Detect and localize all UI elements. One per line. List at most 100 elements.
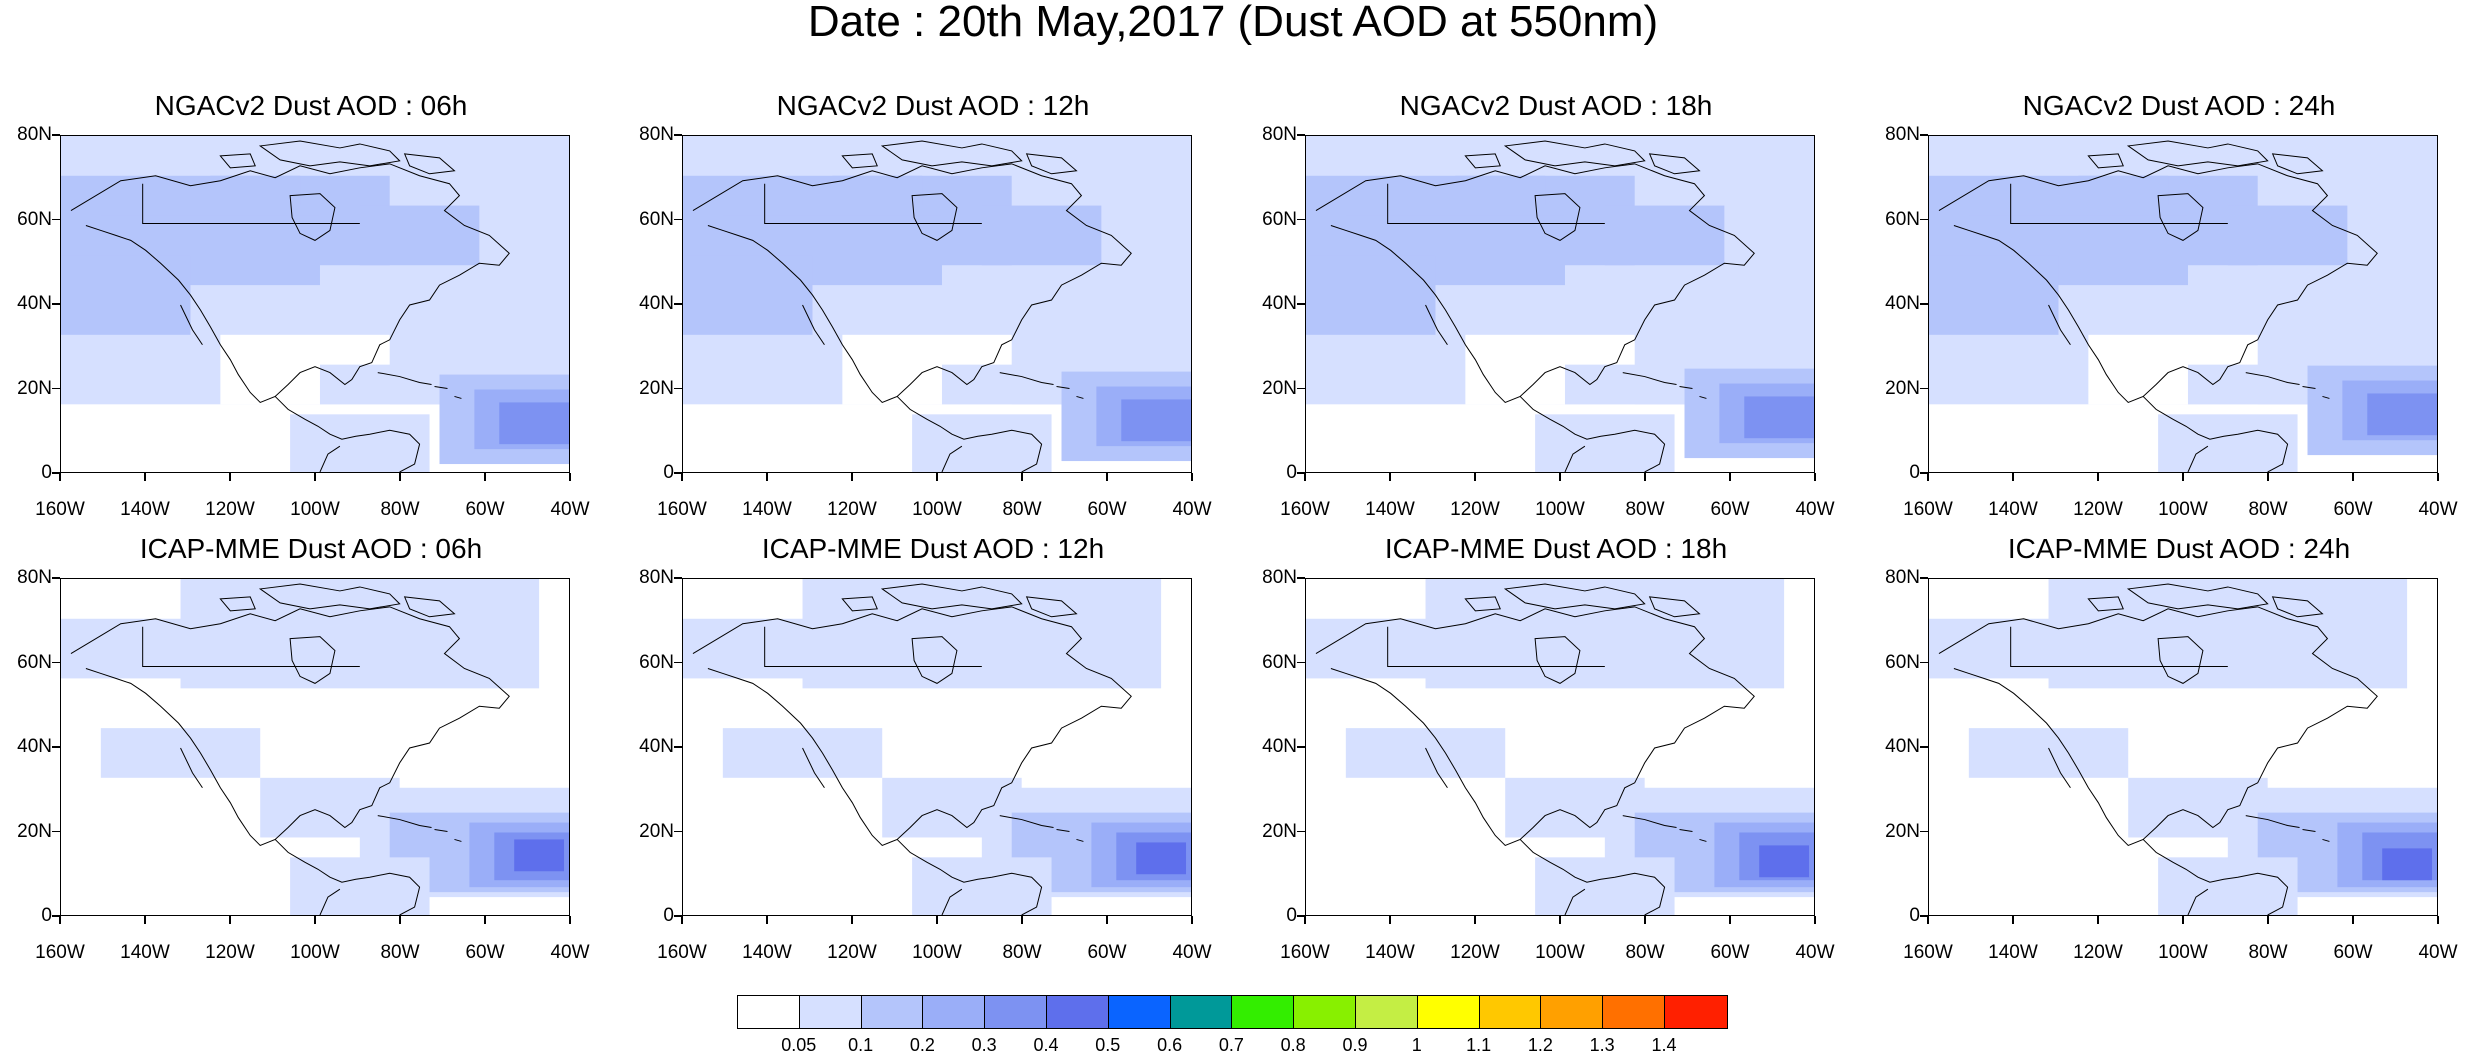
y-tick-label: 40N bbox=[1262, 736, 1297, 757]
aod-shading-cell bbox=[210, 175, 301, 206]
coastline bbox=[434, 386, 448, 389]
x-tick-mark bbox=[1644, 916, 1646, 924]
coastline bbox=[1076, 838, 1084, 842]
colorbar-box bbox=[1417, 996, 1480, 1028]
x-tick-mark bbox=[851, 473, 853, 481]
map-panel: ICAP-MME Dust AOD : 12h 80N 60N 40N 20N 0 160W… bbox=[622, 443, 1244, 963]
aod-shading-cell bbox=[1929, 404, 2179, 472]
coastline bbox=[2187, 888, 2209, 915]
x-tick-mark bbox=[314, 473, 316, 481]
aod-shading-cell bbox=[941, 364, 1062, 405]
aod-shading-cell bbox=[61, 618, 201, 679]
x-tick-label: 80W bbox=[1625, 942, 1665, 963]
x-tick-mark bbox=[2182, 473, 2184, 481]
dust-aod-map bbox=[683, 136, 1191, 472]
coastline bbox=[1315, 606, 1755, 846]
coastline bbox=[2271, 596, 2324, 618]
aod-shading-cell bbox=[1345, 728, 1506, 778]
x-tick-mark bbox=[484, 473, 486, 481]
x-tick-mark bbox=[2012, 473, 2014, 481]
coastline bbox=[319, 445, 341, 472]
y-tick-mark bbox=[1920, 134, 1928, 136]
aod-shading-cell bbox=[683, 136, 1191, 181]
coastline bbox=[692, 163, 1132, 403]
map-plot-area bbox=[1305, 578, 1815, 916]
y-tick-mark bbox=[52, 915, 60, 917]
coastline bbox=[896, 839, 1043, 915]
coastline bbox=[219, 153, 256, 169]
x-tick-label: 160W bbox=[35, 942, 85, 963]
coastline bbox=[1315, 163, 1755, 403]
x-tick-mark bbox=[2182, 916, 2184, 924]
coastline bbox=[2142, 396, 2289, 472]
x-tick-label: 100W bbox=[290, 499, 340, 520]
y-tick-label: 60N bbox=[1262, 208, 1297, 230]
x-tick-label: 80W bbox=[380, 499, 420, 520]
map-plot-area bbox=[682, 135, 1192, 473]
coastline bbox=[454, 838, 462, 842]
y-tick-label: 40N bbox=[17, 293, 52, 314]
coastline bbox=[319, 888, 341, 915]
x-tick-label: 60W bbox=[1087, 942, 1127, 963]
y-tick-label: 0 bbox=[41, 462, 52, 483]
coastline bbox=[1699, 838, 1707, 842]
y-tick-label: 0 bbox=[1286, 462, 1297, 483]
x-tick-label: 100W bbox=[2158, 942, 2208, 963]
x-tick-label: 120W bbox=[2073, 942, 2123, 963]
x-tick-mark bbox=[1389, 916, 1391, 924]
coastline bbox=[1425, 747, 1448, 789]
map-panel: ICAP-MME Dust AOD : 06h 80N 60N 40N 20N 0 160W… bbox=[0, 443, 622, 963]
coastline bbox=[1679, 829, 1693, 832]
x-tick-mark bbox=[2097, 916, 2099, 924]
x-tick-mark bbox=[681, 473, 683, 481]
y-tick-mark bbox=[52, 577, 60, 579]
figure-title: Date : 20th May,2017 (Dust AOD at 550nm) bbox=[807, 0, 1659, 46]
panel-title: NGACv2 Dust AOD : 18h bbox=[1399, 90, 1713, 121]
y-tick-mark bbox=[1297, 830, 1305, 833]
y-tick-mark bbox=[1297, 387, 1305, 390]
x-tick-mark bbox=[2437, 916, 2439, 924]
coastline bbox=[1699, 395, 1707, 399]
y-tick-label: 0 bbox=[1909, 905, 1920, 926]
y-tick-label: 0 bbox=[1286, 905, 1297, 926]
y-tick-label: 20N bbox=[639, 377, 674, 399]
coastline bbox=[274, 839, 421, 915]
x-tick-label: 140W bbox=[1988, 499, 2038, 520]
x-tick-mark bbox=[2352, 916, 2354, 924]
y-tick-label: 0 bbox=[1909, 462, 1920, 483]
x-tick-mark bbox=[144, 473, 146, 481]
x-tick-mark bbox=[399, 916, 401, 924]
coastline bbox=[841, 153, 878, 169]
x-tick-label: 40W bbox=[1795, 942, 1835, 963]
x-tick-mark bbox=[569, 473, 571, 481]
coastline bbox=[2126, 583, 2269, 610]
colorbar-box bbox=[1232, 996, 1295, 1028]
x-tick-label: 80W bbox=[1625, 499, 1665, 520]
aod-shading-cell bbox=[802, 579, 1162, 689]
y-tick-mark bbox=[1920, 661, 1928, 664]
x-tick-mark bbox=[1021, 916, 1023, 924]
colorbar-box bbox=[861, 996, 924, 1028]
colorbar-box bbox=[1294, 996, 1356, 1028]
x-tick-mark bbox=[2097, 473, 2099, 481]
x-tick-mark bbox=[229, 916, 231, 924]
aod-shading-cell bbox=[1121, 399, 1191, 442]
coastline bbox=[1387, 183, 1605, 224]
coastline bbox=[1503, 583, 1646, 610]
y-tick-mark bbox=[1920, 830, 1928, 833]
x-tick-label: 140W bbox=[1365, 942, 1415, 963]
x-tick-mark bbox=[1191, 916, 1193, 924]
x-tick-label: 40W bbox=[550, 499, 590, 520]
coastline bbox=[2302, 386, 2316, 389]
x-tick-mark bbox=[1814, 916, 1816, 924]
x-tick-label: 80W bbox=[1002, 499, 1042, 520]
y-tick-label: 20N bbox=[1885, 377, 1920, 399]
y-tick-label: 80N bbox=[639, 567, 674, 588]
x-tick-label: 60W bbox=[2333, 499, 2373, 520]
y-tick-mark bbox=[674, 661, 682, 664]
x-tick-label: 40W bbox=[1172, 942, 1212, 963]
coastline bbox=[941, 445, 963, 472]
y-tick-mark bbox=[1920, 303, 1928, 305]
coastline bbox=[2010, 183, 2228, 224]
y-tick-mark bbox=[1297, 661, 1305, 664]
